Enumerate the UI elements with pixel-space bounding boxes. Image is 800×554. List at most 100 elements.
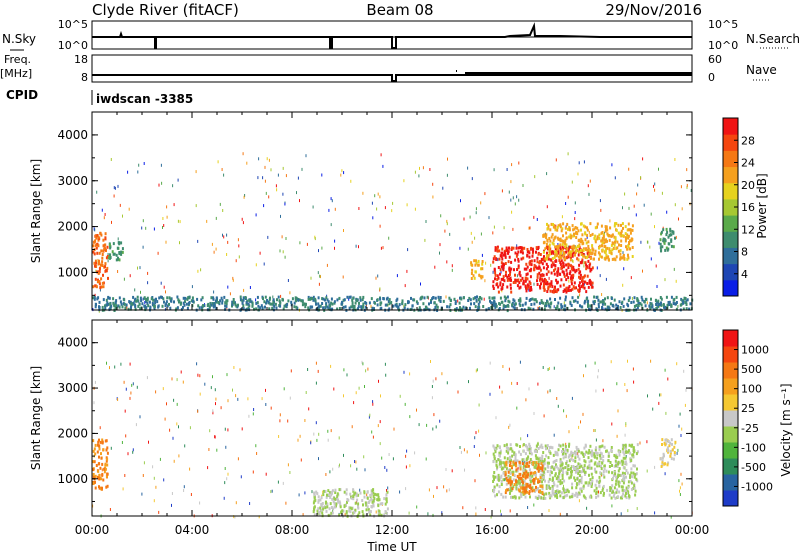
scatter-cell [206, 219, 208, 223]
echo-cell [588, 495, 591, 499]
echo-cell [102, 448, 105, 452]
echo-cell [667, 440, 670, 443]
echo-cell [566, 471, 569, 475]
scatter-cell [640, 176, 642, 180]
echo-cell [121, 250, 124, 254]
scatter-cell [315, 361, 317, 365]
echo-cell [559, 262, 562, 266]
echo-cell [519, 476, 522, 480]
echo-cell [517, 259, 520, 263]
echo-cell [562, 265, 565, 269]
echo-cell [287, 299, 290, 303]
echo-cell [559, 248, 562, 252]
echo-cell [581, 233, 584, 237]
echo-cell [320, 504, 323, 508]
echo-cell [555, 465, 558, 469]
scatter-cell [247, 397, 249, 401]
scatter-cell [483, 297, 485, 301]
scatter-cell [330, 197, 332, 201]
echo-cell [577, 447, 580, 451]
echo-cell [572, 458, 575, 462]
echo-cell [526, 490, 529, 494]
echo-cell [493, 455, 496, 459]
echo-cell [549, 252, 551, 256]
echo-cell [615, 228, 618, 232]
y-tick-label: 1000 [57, 472, 88, 486]
echo-cell [542, 477, 545, 481]
echo-cell [567, 455, 570, 459]
scatter-cell [639, 441, 641, 445]
echo-cell [531, 460, 534, 464]
echo-cell [496, 465, 499, 469]
echo-cell [560, 303, 563, 307]
echo-cell [557, 269, 560, 273]
scatter-cell [310, 441, 312, 445]
echo-cell [277, 295, 280, 299]
echo-cell [528, 485, 531, 489]
scatter-cell [565, 414, 567, 418]
echo-cell [94, 474, 97, 478]
echo-cell [520, 494, 523, 498]
freq-label: Freq. [4, 53, 31, 66]
echo-cell [523, 483, 526, 487]
scatter-cell [344, 513, 346, 517]
echo-cell [290, 300, 293, 304]
echo-cell [110, 304, 113, 308]
echo-cell [576, 477, 579, 481]
echo-cell [532, 481, 535, 485]
echo-cell [376, 303, 379, 307]
echo-cell [357, 502, 360, 506]
echo-cell [95, 261, 98, 265]
echo-cell [213, 302, 216, 306]
echo-cell [336, 298, 339, 302]
echo-cell [225, 299, 228, 303]
echo-cell [670, 303, 673, 307]
scatter-cell [243, 195, 245, 199]
echo-cell [575, 445, 578, 449]
echo-cell [534, 488, 537, 491]
echo-cell [454, 300, 457, 304]
scatter-cell [595, 438, 597, 442]
echo-cell [525, 485, 528, 489]
echo-cell [672, 245, 675, 249]
scatter-cell [686, 168, 688, 172]
echo-cell [458, 301, 461, 305]
scatter-cell [583, 261, 585, 265]
echo-cell [567, 286, 570, 290]
echo-cell [601, 302, 604, 306]
echo-cell [534, 462, 537, 466]
scatter-cell [315, 381, 317, 385]
echo-cell [564, 242, 567, 246]
echo-cell [210, 303, 213, 307]
echo-cell [630, 481, 633, 485]
echo-cell [587, 259, 590, 263]
echo-cell [571, 254, 574, 258]
echo-cell [583, 301, 586, 305]
echo-cell [602, 493, 605, 497]
echo-cell [507, 448, 510, 452]
echo-cell [495, 463, 498, 467]
echo-cell [670, 438, 673, 442]
echo-cell [570, 473, 573, 477]
echo-cell [115, 299, 118, 303]
scatter-cell [318, 282, 320, 286]
echo-cell [499, 302, 502, 306]
echo-cell [330, 301, 333, 305]
echo-cell [212, 305, 215, 309]
scatter-cell [233, 515, 235, 519]
scatter-cell [681, 427, 683, 431]
echo-cell [520, 257, 523, 261]
scatter-cell [97, 258, 99, 262]
echo-cell [341, 509, 344, 513]
scatter-cell [664, 368, 666, 372]
echo-cell [585, 263, 588, 267]
scatter-cell [173, 459, 175, 463]
echo-cell [371, 489, 374, 493]
scatter-cell [244, 194, 246, 197]
scatter-cell [259, 251, 261, 255]
echo-cell [333, 501, 336, 505]
scatter-cell [654, 511, 656, 515]
scatter-cell [362, 362, 364, 366]
echo-cell [331, 511, 334, 515]
scatter-cell [214, 388, 216, 392]
